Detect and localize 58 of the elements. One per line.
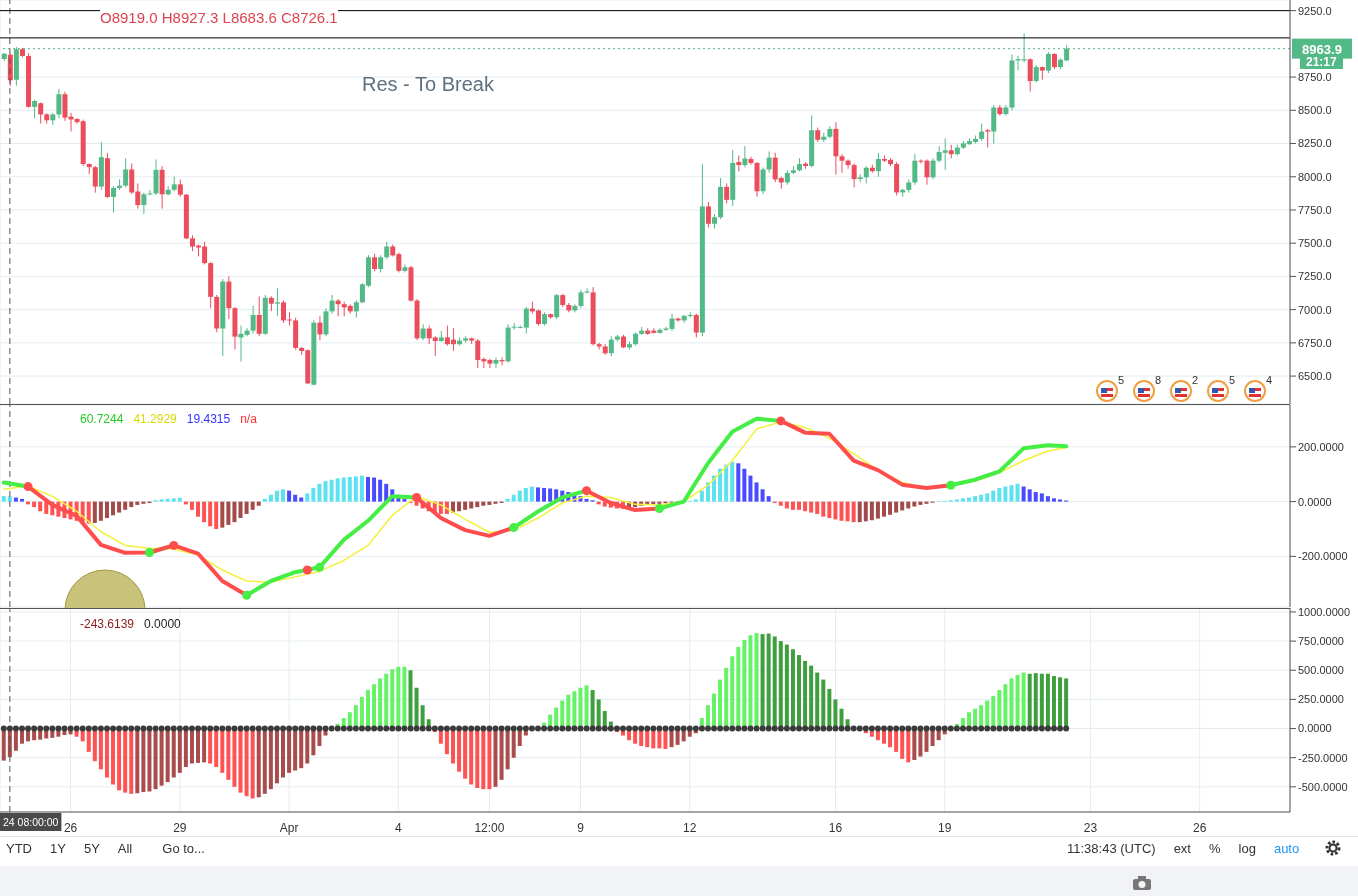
y-tick-label: 250.0000 [1298,693,1344,706]
y-tick-label: 1000.0000 [1298,605,1350,618]
annotation: 8 [1155,374,1162,386]
annotation: 4 [1266,374,1273,386]
x-tick-label: 4 [395,821,403,835]
y-tick-label: 9250.0 [1298,4,1332,17]
x-tick-label: 16 [828,821,843,835]
text: All [117,841,133,856]
y-tick-label: 8500.0 [1298,104,1332,117]
y-tick-label: 8000.0 [1298,170,1332,183]
text: ext [1173,841,1191,856]
ref-line-label: 8963.9 [1302,41,1342,57]
x-tick-label: 26 [63,821,78,835]
text: auto [1273,841,1300,856]
text: log [1238,841,1256,856]
annotation: 19.4315 [186,412,231,426]
y-tick-label: 6750.0 [1298,336,1332,349]
y-tick-label: 200.0000 [1298,440,1344,453]
text: O8919.0 H8927.3 L8683.6 C8726.1 [100,9,338,26]
annotation: 5 [1229,374,1236,386]
annotation: 60.7244 [80,412,124,426]
annotation: 0.0000 [144,617,181,631]
text: 21:17 [1300,55,1343,69]
y-tick-label: -200.0000 [1298,550,1348,563]
x-tick-label: 19 [938,821,952,835]
x-tick-label: 23 [1083,821,1098,835]
y-tick-label: 7250.0 [1298,270,1332,283]
text: Go to... [162,841,205,856]
x-tick-label: 12 [683,821,697,835]
y-tick-label: 7750.0 [1298,203,1332,216]
x-tick-label: 29 [173,821,187,835]
annotation: 41.2929 [133,412,177,426]
y-tick-label: -250.0000 [1298,751,1348,764]
y-tick-label: 6500.0 [1298,370,1332,382]
y-tick-label: 7000.0 [1298,303,1332,316]
text: % [1208,841,1221,856]
x-tick-label: 12:00 [474,821,505,835]
y-tick-label: 500.0000 [1298,664,1344,677]
text: YTD [6,841,32,856]
annotation: n/a [240,412,257,426]
annotation: 5 [1118,374,1125,386]
y-tick-label: 750.0000 [1298,635,1344,648]
x-tick-label: 9 [577,821,585,835]
text: 5Y [83,841,100,856]
y-tick-label: 0.0000 [1298,495,1332,508]
annotation: Res - To Break [362,73,494,96]
y-tick-label: 8250.0 [1298,137,1332,150]
x-tick-label: Apr [279,821,299,835]
ref-line-label: 24 08:00:00 [2,816,59,828]
annotation: 2 [1192,374,1199,386]
y-tick-label: 7500.0 [1298,237,1332,250]
y-tick-label: 8750.0 [1298,70,1332,83]
annotation: -243.6139 [80,617,135,631]
x-tick-label: 26 [1193,821,1207,835]
text: 11:38:43 (UTC) [1067,841,1156,856]
y-tick-label: -500.0000 [1298,780,1348,793]
text: 1Y [50,841,66,856]
y-tick-label: 0.0000 [1298,722,1332,735]
